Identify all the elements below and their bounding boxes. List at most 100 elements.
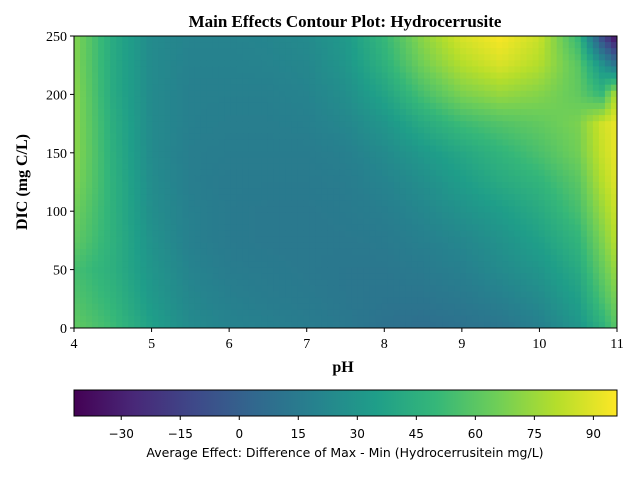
colorbar-tick-label: −30	[109, 427, 134, 441]
contour-cell	[267, 224, 274, 232]
contour-cell	[80, 36, 87, 43]
contour-cell	[520, 109, 528, 116]
contour-cell	[92, 169, 99, 177]
contour-cell	[610, 297, 617, 305]
contour-cell	[255, 315, 262, 323]
contour-cell	[357, 279, 365, 287]
contour-cell	[411, 72, 419, 80]
contour-cell	[321, 66, 328, 74]
contour-cell	[532, 48, 540, 55]
contour-cell	[592, 151, 600, 159]
contour-cell	[357, 78, 365, 86]
contour-cell	[526, 127, 534, 134]
contour-cell	[478, 297, 485, 305]
contour-cell	[393, 48, 401, 55]
contour-cell	[224, 157, 232, 165]
contour-cell	[206, 285, 214, 293]
contour-cell	[333, 36, 341, 43]
contour-cell	[339, 255, 347, 262]
contour-cell	[303, 121, 310, 128]
contour-cell	[134, 133, 141, 141]
contour-cell	[351, 54, 359, 61]
contour-cell	[182, 84, 190, 92]
contour-cell	[194, 139, 202, 147]
contour-cell	[134, 151, 141, 159]
contour-cell	[532, 72, 540, 80]
contour-cell	[285, 218, 292, 226]
contour-cell	[369, 255, 377, 262]
contour-cell	[610, 194, 617, 201]
contour-cell	[411, 157, 419, 165]
contour-cell	[490, 224, 497, 232]
contour-cell	[405, 36, 413, 43]
contour-cell	[248, 248, 256, 256]
contour-cell	[261, 188, 268, 195]
contour-cell	[520, 285, 528, 293]
contour-cell	[363, 200, 371, 207]
contour-cell	[580, 206, 588, 214]
contour-cell	[478, 194, 485, 201]
contour-cell	[448, 121, 455, 128]
contour-cell	[261, 90, 268, 98]
contour-cell	[592, 109, 600, 116]
contour-cell	[297, 78, 304, 86]
contour-cell	[472, 291, 479, 299]
contour-cell	[436, 145, 443, 153]
contour-cell	[230, 273, 238, 280]
contour-cell	[345, 261, 353, 268]
contour-cell	[224, 66, 232, 74]
contour-cell	[267, 84, 274, 92]
contour-cell	[236, 42, 244, 49]
contour-cell	[188, 321, 196, 328]
contour-cell	[291, 102, 298, 110]
contour-cell	[321, 230, 328, 238]
contour-cell	[285, 255, 292, 262]
contour-cell	[610, 139, 617, 147]
contour-cell	[399, 54, 407, 61]
contour-cell	[212, 273, 220, 280]
contour-cell	[200, 297, 208, 305]
contour-cell	[152, 261, 160, 268]
contour-cell	[158, 194, 166, 201]
contour-cell	[98, 121, 105, 128]
contour-cell	[484, 236, 491, 244]
contour-cell	[526, 242, 534, 250]
contour-cell	[520, 127, 528, 134]
contour-cell	[224, 297, 232, 305]
contour-cell	[448, 273, 455, 280]
contour-cell	[568, 109, 576, 116]
contour-cell	[592, 115, 600, 122]
contour-cell	[74, 72, 81, 80]
contour-cell	[92, 145, 99, 153]
contour-cell	[122, 169, 129, 177]
contour-cell	[297, 230, 304, 238]
contour-cell	[116, 139, 123, 147]
contour-cell	[448, 194, 455, 201]
contour-cell	[303, 236, 310, 244]
contour-cell	[261, 163, 268, 171]
contour-cell	[580, 78, 588, 86]
contour-cell	[98, 248, 105, 256]
contour-cell	[604, 175, 612, 183]
contour-cell	[218, 151, 226, 159]
contour-cell	[333, 90, 341, 98]
contour-cell	[285, 133, 292, 141]
contour-cell	[267, 54, 274, 61]
contour-cell	[429, 42, 437, 49]
contour-cell	[399, 212, 407, 220]
contour-cell	[598, 200, 606, 207]
contour-cell	[604, 303, 612, 311]
contour-cell	[116, 84, 123, 92]
contour-cell	[200, 188, 208, 195]
contour-cell	[544, 303, 552, 311]
contour-cell	[92, 303, 99, 311]
contour-cell	[363, 169, 371, 177]
contour-cell	[369, 218, 377, 226]
contour-cell	[502, 273, 509, 280]
contour-cell	[92, 139, 99, 147]
contour-cell	[158, 303, 166, 311]
contour-cell	[442, 169, 449, 177]
contour-cell	[152, 78, 160, 86]
contour-cell	[339, 145, 347, 153]
contour-cell	[321, 139, 328, 147]
